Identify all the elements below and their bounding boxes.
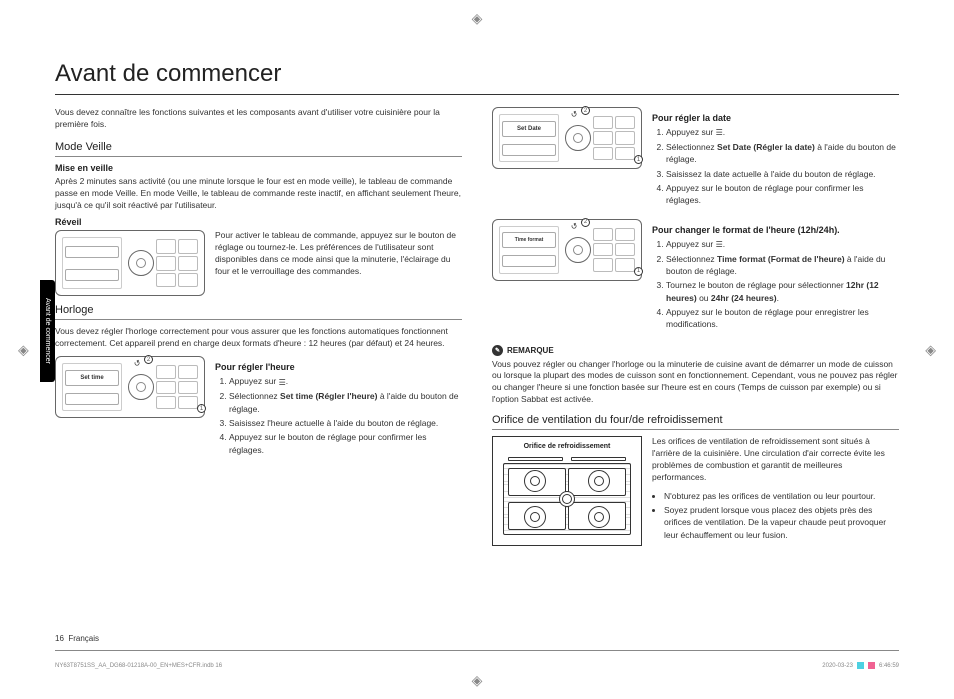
vent-diagram: Orifice de refroidissement	[492, 436, 642, 546]
crop-mark-right: ◈	[925, 341, 936, 358]
crop-mark-bottom: ◈	[472, 672, 483, 689]
sidebar-tab: Avant de commencer	[40, 280, 55, 382]
reveil-diagram	[55, 230, 205, 296]
callout-1: 1	[197, 404, 206, 413]
cyan-swatch	[857, 662, 864, 669]
menu-icon	[279, 376, 286, 389]
control-panel-diagram-timeformat: Time format ↺ 2 1	[492, 219, 642, 281]
footer-meta-left: NY63T8751SS_AA_DG68-01218A-00_EN+MES+CFR…	[55, 663, 222, 669]
magenta-swatch	[868, 662, 875, 669]
orifice-row: Orifice de refroidissement	[492, 436, 899, 547]
callout-1: 1	[634, 267, 643, 276]
mise-en-veille-body: Après 2 minutes sans activité (ou une mi…	[55, 176, 462, 212]
section-orifice: Orifice de ventilation du four/de refroi…	[492, 414, 899, 430]
sub-mise-en-veille: Mise en veille	[55, 163, 462, 173]
note-label: REMARQUE	[507, 346, 554, 355]
vent-diagram-wrap: Orifice de refroidissement	[492, 436, 642, 547]
crop-mark-left: ◈	[18, 341, 29, 358]
sub-regler-heure: Pour régler l'heure	[215, 362, 462, 372]
sub-time-format: Pour changer le format de l'heure (12h/2…	[652, 225, 899, 235]
set-date-screen: Set Date	[502, 121, 556, 137]
orifice-body: Les orifices de ventilation de refroidis…	[652, 436, 899, 484]
step-text: Tournez le bouton de réglage pour sélect…	[666, 280, 846, 290]
callout-1: 1	[634, 155, 643, 164]
section-mode-veille: Mode Veille	[55, 141, 462, 157]
time-format-screen: Time format	[502, 232, 556, 248]
set-time-screen: Set time	[65, 370, 119, 386]
step-text: .	[286, 376, 288, 386]
step-text: Saisissez l'heure actuelle à l'aide du b…	[229, 417, 462, 429]
horloge-body: Vous devez régler l'horloge correctement…	[55, 326, 462, 350]
step-text: ou	[697, 293, 711, 303]
reveil-row: Pour activer le tableau de commande, app…	[55, 230, 462, 296]
step-bold: 24hr (24 heures)	[711, 293, 777, 303]
footer-rule	[55, 650, 899, 651]
intro-text: Vous devez connaître les fonctions suiva…	[55, 107, 462, 131]
reveil-body: Pour activer le tableau de commande, app…	[215, 230, 462, 278]
step-text: Saisissez la date actuelle à l'aide du b…	[666, 168, 899, 180]
step-text: Appuyez sur le bouton de réglage pour co…	[229, 431, 462, 456]
manual-page: ◈ ◈ ◈ ◈ Avant de commencer Avant de comm…	[0, 0, 954, 699]
footer-date: 2020-03-23	[822, 663, 853, 669]
page-title: Avant de commencer	[55, 60, 899, 95]
step-bold: Time format (Format de l'heure)	[717, 254, 845, 264]
control-panel-diagram-setdate: Set Date ↺ 2 1	[492, 107, 642, 169]
step-text: .	[777, 293, 779, 303]
steps-regler-date: Appuyez sur . Sélectionnez Set Date (Rég…	[652, 126, 899, 207]
steps-regler-heure: Appuyez sur . Sélectionnez Set time (Rég…	[215, 375, 462, 456]
page-num-value: 16	[55, 634, 64, 643]
menu-icon	[716, 126, 723, 139]
callout-2: 2	[581, 106, 590, 115]
bullet-text: N'obturez pas les orifices de ventilatio…	[664, 490, 899, 502]
footer-meta-right: 2020-03-23 6:46:59	[822, 662, 899, 669]
horloge-row: Set time ↺ 2 1	[55, 356, 462, 462]
orifice-bullets: N'obturez pas les orifices de ventilatio…	[652, 490, 899, 541]
set-date-diagram: Set Date ↺ 2 1	[492, 107, 642, 213]
step-bold: Set Date (Régler la date)	[717, 142, 815, 152]
right-column: Set Date ↺ 2 1	[492, 107, 899, 553]
step-text: Appuyez sur le bouton de réglage pour co…	[666, 182, 899, 207]
step-text: Sélectionnez	[666, 254, 717, 264]
date-row: Set Date ↺ 2 1	[492, 107, 899, 213]
step-text: Appuyez sur	[666, 239, 716, 249]
sub-reveil: Réveil	[55, 217, 462, 227]
step-text: Appuyez sur	[666, 127, 716, 137]
time-format-diagram: Time format ↺ 2 1	[492, 219, 642, 337]
page-lang: Français	[68, 634, 99, 643]
step-text: .	[723, 127, 725, 137]
step-bold: Set time (Régler l'heure)	[280, 391, 377, 401]
step-text: .	[723, 239, 725, 249]
page-number: 16 Français	[55, 634, 99, 643]
step-text: Appuyez sur le bouton de réglage pour en…	[666, 306, 899, 331]
step-text: Sélectionnez	[666, 142, 717, 152]
section-horloge: Horloge	[55, 304, 462, 320]
steps-time-format: Appuyez sur . Sélectionnez Time format (…	[652, 238, 899, 331]
set-time-diagram: Set time ↺ 2 1	[55, 356, 205, 462]
menu-icon	[716, 238, 723, 251]
left-column: Vous devez connaître les fonctions suiva…	[55, 107, 462, 553]
footer-time: 6:46:59	[879, 663, 899, 669]
note-body: Vous pouvez régler ou changer l'horloge …	[492, 359, 899, 407]
step-text: Appuyez sur	[229, 376, 279, 386]
sub-regler-date: Pour régler la date	[652, 113, 899, 123]
note-header: ✎ REMARQUE	[492, 345, 899, 356]
control-panel-diagram	[55, 230, 205, 296]
timeformat-row: Time format ↺ 2 1	[492, 219, 899, 337]
bullet-text: Soyez prudent lorsque vous placez des ob…	[664, 504, 899, 541]
step-text: Sélectionnez	[229, 391, 280, 401]
crop-mark-top: ◈	[472, 10, 483, 27]
note-icon: ✎	[492, 345, 503, 356]
control-panel-diagram-settime: Set time ↺ 2 1	[55, 356, 205, 418]
callout-2: 2	[144, 355, 153, 364]
callout-2: 2	[581, 218, 590, 227]
cooktop	[503, 463, 631, 535]
vent-label: Orifice de refroidissement	[493, 443, 641, 450]
content-columns: Vous devez connaître les fonctions suiva…	[55, 107, 899, 553]
